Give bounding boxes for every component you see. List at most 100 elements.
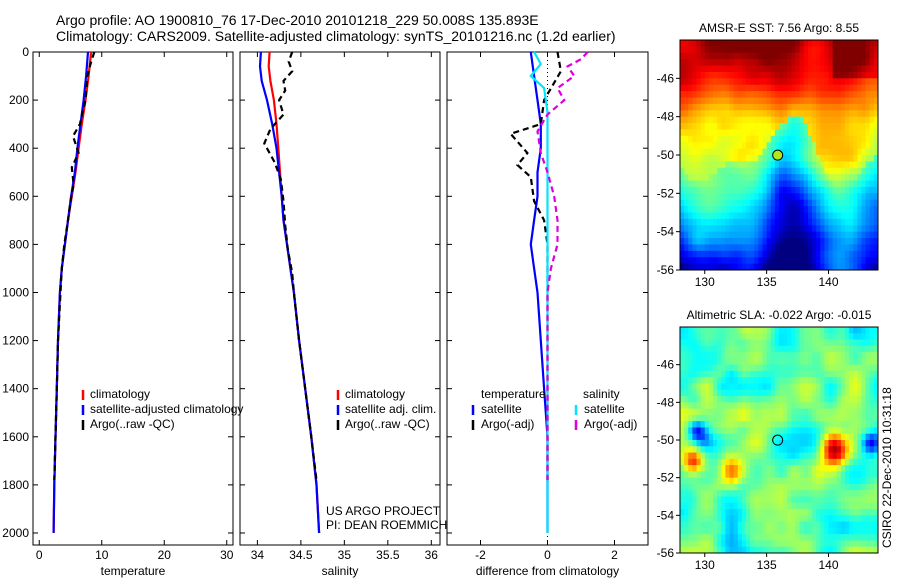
- sla-cell: [770, 521, 776, 529]
- sst-cell: [688, 167, 693, 175]
- sst-cell: [733, 40, 739, 47]
- sst-cell: [704, 148, 710, 156]
- sst-cell: [774, 218, 780, 226]
- sla-cell: [741, 515, 747, 523]
- sla-cell: [791, 527, 796, 535]
- sst-cell: [684, 52, 689, 60]
- sst-cell: [750, 148, 755, 156]
- sla-cell: [746, 440, 751, 447]
- sla-cell: [799, 333, 805, 340]
- sst-cell: [832, 135, 838, 143]
- sla-cell: [812, 408, 817, 416]
- sst-cell: [680, 129, 685, 137]
- sla-cell: [713, 427, 718, 435]
- sst-cell: [721, 174, 726, 181]
- sst-cell: [737, 116, 743, 124]
- sst-cell: [783, 52, 788, 60]
- sla-cell: [770, 396, 776, 403]
- sla-cell: [746, 515, 751, 523]
- sla-cell: [696, 477, 702, 485]
- sla-cell: [729, 383, 735, 391]
- sla-cell: [791, 358, 796, 366]
- sst-cell: [754, 116, 759, 124]
- sla-cell: [803, 327, 809, 334]
- sst-cell: [717, 161, 722, 169]
- sla-cell: [828, 446, 834, 453]
- sla-cell: [700, 389, 706, 397]
- sst-cell: [787, 148, 792, 156]
- sla-cell: [729, 509, 735, 516]
- sla-cell: [700, 496, 706, 504]
- sla-cell: [803, 414, 809, 422]
- sla-cell: [824, 345, 829, 353]
- sst-cell: [737, 123, 743, 130]
- sla-cell: [873, 414, 879, 422]
- sst-cell: [791, 238, 796, 245]
- sst-cell: [840, 161, 846, 169]
- sst-cell: [799, 238, 805, 245]
- sla-cell: [725, 358, 730, 366]
- sla-cell: [779, 465, 784, 472]
- sst-cell: [692, 46, 697, 54]
- sla-cell: [832, 333, 838, 340]
- sla-cell: [873, 358, 879, 366]
- sst-cell: [704, 110, 710, 118]
- sst-cell: [741, 161, 747, 169]
- sst-cell: [828, 97, 834, 105]
- sla-cell: [696, 377, 702, 384]
- sst-cell: [828, 257, 834, 265]
- sla-cell: [758, 408, 763, 416]
- sla-cell: [873, 483, 879, 491]
- sst-cell: [873, 199, 879, 207]
- sst-cell: [721, 180, 726, 188]
- sla-cell: [828, 458, 834, 466]
- sla-cell: [799, 527, 805, 535]
- sla-ytick-label: -52: [657, 471, 675, 485]
- sla-cell: [779, 477, 784, 485]
- sst-cell: [865, 84, 871, 92]
- sla-cell: [704, 465, 710, 472]
- sst-cell: [704, 65, 710, 73]
- sst-cell: [684, 71, 689, 79]
- sst-cell: [688, 212, 693, 220]
- sst-cell: [799, 148, 805, 156]
- sst-cell: [812, 212, 817, 220]
- sst-cell: [865, 123, 871, 130]
- sst-cell: [836, 97, 842, 105]
- sla-cell: [704, 440, 710, 447]
- sla-cell: [725, 521, 730, 529]
- sst-cell: [692, 257, 697, 265]
- sst-cell: [861, 59, 867, 66]
- sst-cell: [803, 135, 809, 143]
- sla-cell: [857, 396, 862, 403]
- sst-cell: [766, 84, 772, 92]
- sst-cell: [700, 174, 706, 181]
- sst-cell: [688, 52, 693, 60]
- sla-cell: [840, 345, 846, 353]
- sla-cell: [766, 465, 772, 472]
- sla-cell: [708, 452, 714, 460]
- sla-cell: [849, 440, 854, 447]
- sst-cell: [783, 116, 788, 124]
- sst-cell: [733, 161, 739, 169]
- sla-cell: [729, 490, 735, 497]
- sst-cell: [762, 129, 768, 137]
- sst-cell: [803, 59, 809, 66]
- sst-cell: [721, 193, 726, 201]
- sla-cell: [795, 527, 801, 535]
- sst-cell: [836, 40, 842, 47]
- sla-cell: [700, 427, 706, 435]
- sla-cell: [873, 446, 879, 453]
- sla-cell: [845, 427, 850, 435]
- sst-cell: [849, 180, 854, 188]
- sst-cell: [737, 238, 743, 245]
- sst-cell: [820, 250, 825, 258]
- sla-cell: [832, 345, 838, 353]
- sst-cell: [783, 148, 788, 156]
- sst-cell: [873, 263, 879, 271]
- sst-cell: [741, 199, 747, 207]
- sla-cell: [807, 352, 813, 359]
- sst-cell: [717, 186, 722, 194]
- sst-cell: [853, 155, 858, 162]
- sst-cell: [857, 206, 862, 213]
